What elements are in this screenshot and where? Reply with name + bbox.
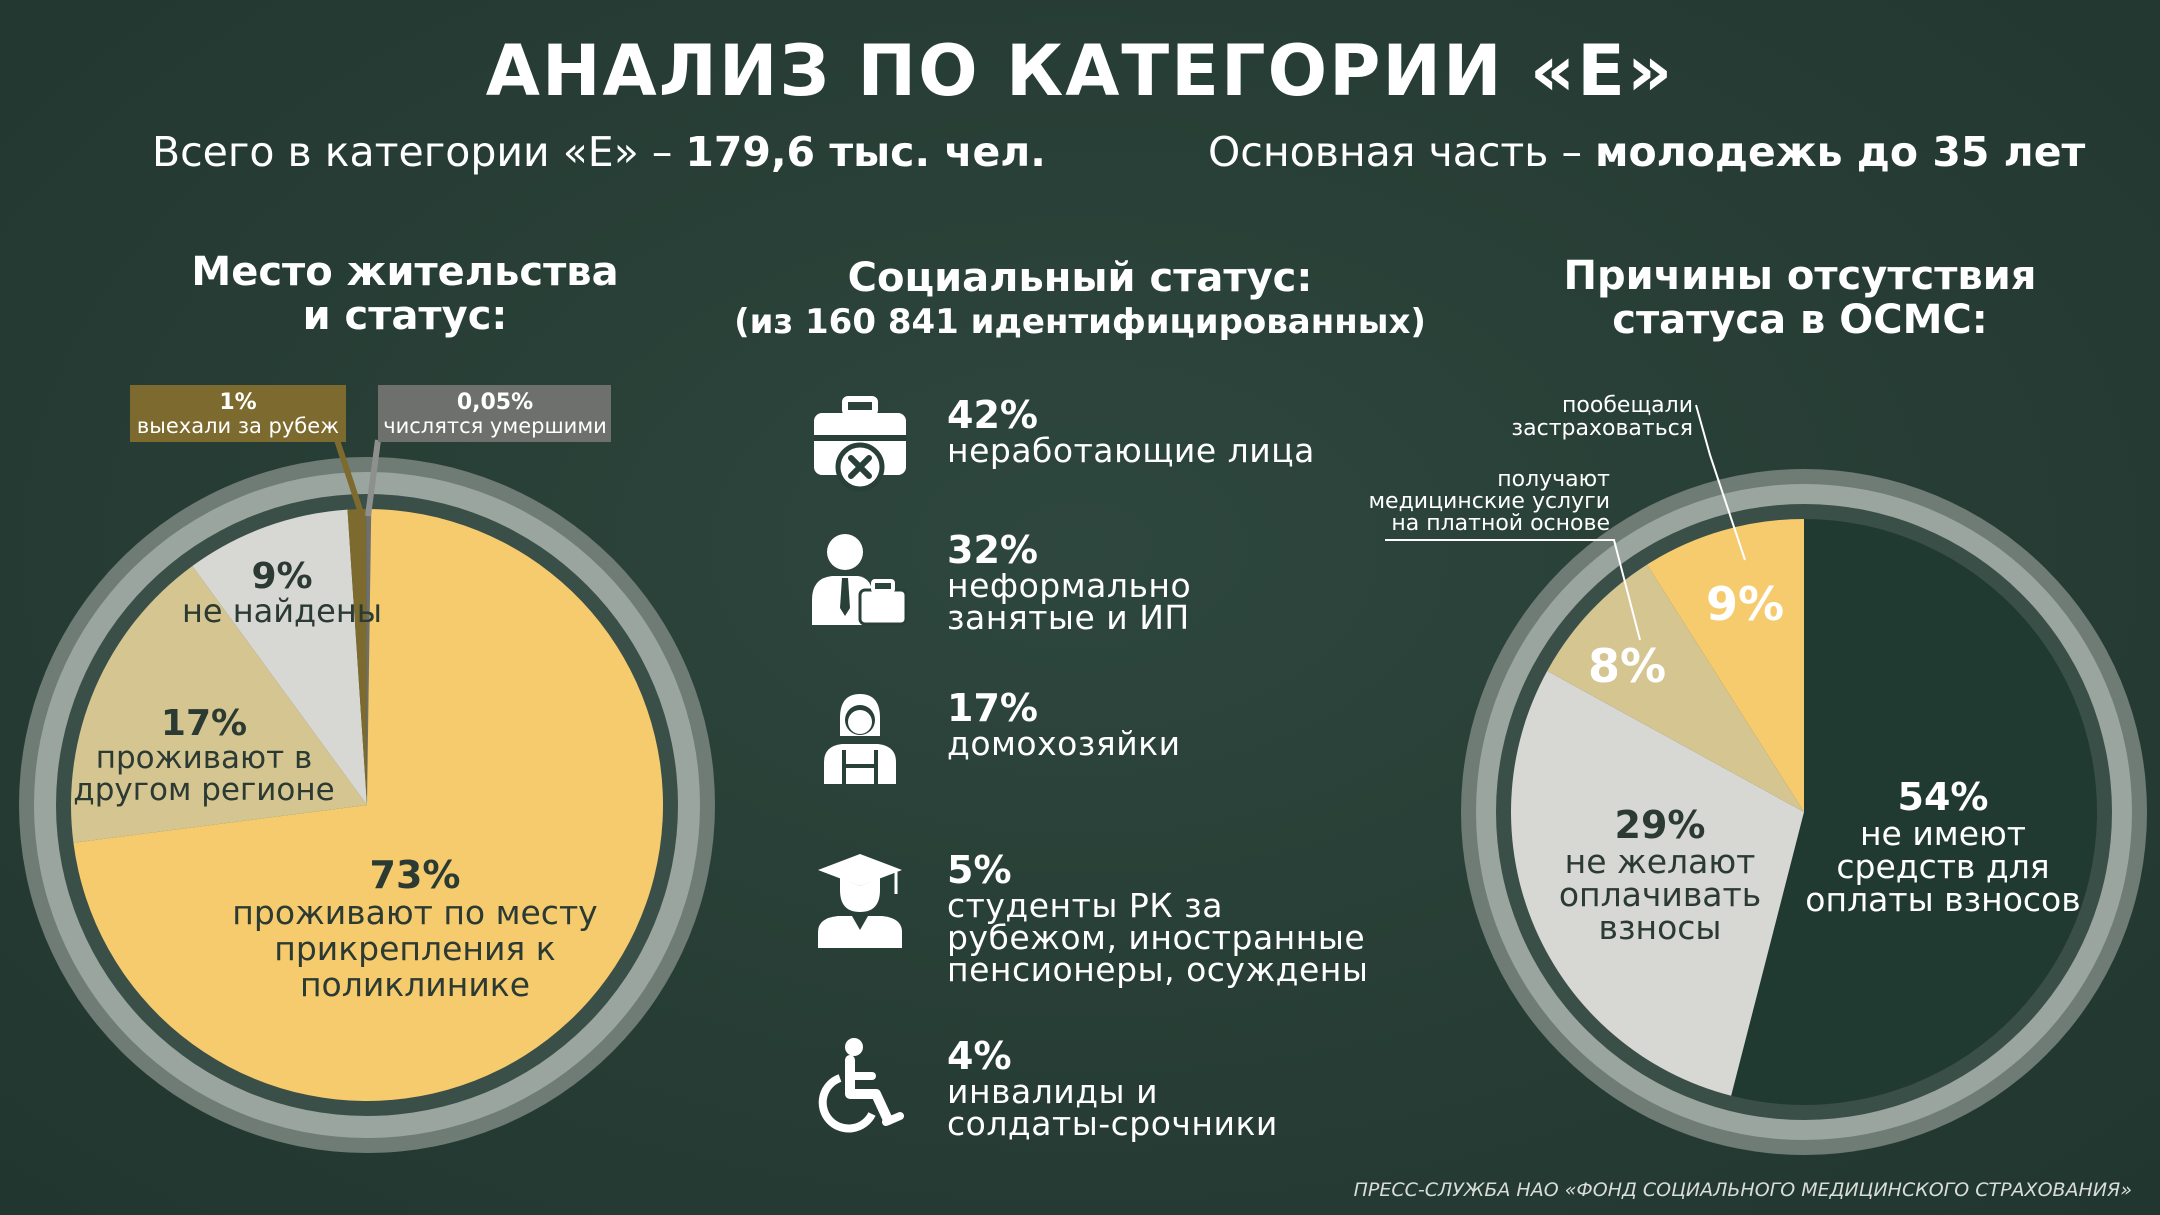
residence-pie <box>70 508 664 1101</box>
summary-total: Всего в категории «Е» – 179,6 тыс. чел. <box>152 128 1046 176</box>
callout-promised-line1: пообещали <box>1562 393 1693 418</box>
callout-line-promised <box>1695 404 1746 561</box>
residence-label-attached-pct: 73% <box>370 853 461 897</box>
reasons-slice-3 <box>1647 519 1804 812</box>
callout-abroad-text: выехали за рубеж <box>137 414 339 438</box>
residence-label-attached-line2: прикрепления к <box>274 929 555 968</box>
callout-paid-line3: на платной основе <box>1391 511 1610 536</box>
reasons-pie <box>1511 519 2098 1105</box>
status-pct: 32% <box>947 528 1038 572</box>
summary-main-prefix: Основная часть – <box>1208 128 1595 176</box>
callout-box-abroad <box>130 385 346 442</box>
residence-label-other-line1: проживают в <box>96 740 313 776</box>
residence-label-attached-line1: проживают по месту <box>232 893 597 932</box>
summary-main-part: Основная часть – молодежь до 35 лет <box>1208 128 2085 176</box>
status-pct: 42% <box>947 393 1038 437</box>
status-label: студенты РК за рубежом, иностранные пенс… <box>947 886 1369 989</box>
residence-slice-4 <box>366 508 372 805</box>
reasons-slice-2 <box>1547 564 1804 812</box>
residence-section-title: Место жительства и статус: <box>191 249 619 339</box>
briefcase-x-icon <box>814 396 906 492</box>
reasons-label-nomeans-line1: не имеют <box>1860 814 2026 853</box>
wheelchair-icon <box>818 1038 904 1133</box>
person-briefcase-icon <box>812 534 908 626</box>
summary-total-prefix: Всего в категории «Е» – <box>152 128 686 176</box>
summary-main-value: молодежь до 35 лет <box>1595 128 2086 176</box>
housewife-icon <box>824 694 896 784</box>
reasons-label-promised-pct: 9% <box>1706 577 1784 631</box>
reasons-label-unwilling-line2: оплачивать <box>1559 875 1761 914</box>
graduate-icon <box>818 854 902 948</box>
callout-line-deceased <box>365 439 381 517</box>
callout-abroad-pct: 1% <box>219 390 256 415</box>
residence-slice-0 <box>73 509 664 1101</box>
residence-slice-3 <box>347 509 367 805</box>
callout-paid-line2: медицинские услуги <box>1368 489 1610 514</box>
reasons-section-title: Причины отсутствия статуса в ОСМС: <box>1563 253 2037 343</box>
callout-line-paid <box>1385 539 1641 641</box>
callout-paid-line1: получают <box>1497 467 1610 492</box>
reasons-slice-1 <box>1511 670 1804 1096</box>
callout-deceased-text: числятся умершими <box>383 414 607 438</box>
callout-line-abroad <box>334 439 365 517</box>
status-label: неработающие лица <box>947 431 1315 470</box>
residence-slice-1 <box>70 566 367 843</box>
status-pct: 17% <box>947 686 1038 730</box>
footer-credit: ПРЕСС-СЛУЖБА НАО «ФОНД СОЦИАЛЬНОГО МЕДИЦ… <box>1353 1179 2132 1201</box>
reasons-label-unwilling-pct: 29% <box>1615 803 1706 847</box>
status-label: домохозяйки <box>947 724 1181 763</box>
reasons-label-nomeans-line3: оплаты взносов <box>1805 880 2080 919</box>
residence-label-attached-line3: поликлинике <box>300 965 530 1004</box>
residence-label-notfound-text: не найдены <box>182 592 382 630</box>
residence-slice-2 <box>192 509 367 805</box>
residence-label-other-pct: 17% <box>161 703 247 744</box>
social-section-title: Социальный статус: <box>847 255 1313 301</box>
reasons-label-nomeans-line2: средств для <box>1836 847 2049 886</box>
callout-deceased-pct: 0,05% <box>457 390 533 415</box>
callout-box-deceased <box>378 385 611 442</box>
social-section-subtitle: (из 160 841 идентифицированных) <box>734 302 1426 342</box>
status-label: неформально занятые и ИП <box>947 566 1192 637</box>
status-label: инвалиды и солдаты-срочники <box>947 1072 1278 1143</box>
reasons-label-unwilling-line3: взносы <box>1599 908 1722 947</box>
reasons-slice-0 <box>1731 519 2098 1105</box>
reasons-label-unwilling-line1: не желают <box>1565 842 1756 881</box>
residence-label-notfound-pct: 9% <box>251 556 312 597</box>
residence-label-other-line2: другом регионе <box>73 772 334 808</box>
summary-total-value: 179,6 тыс. чел. <box>685 128 1046 176</box>
reasons-label-paid-pct: 8% <box>1588 639 1666 693</box>
status-pct: 5% <box>947 848 1012 892</box>
callout-promised-line2: застраховаться <box>1511 416 1693 441</box>
status-pct: 4% <box>947 1034 1012 1078</box>
page-title: АНАЛИЗ ПО КАТЕГОРИИ «Е» <box>485 30 1675 112</box>
reasons-label-nomeans-pct: 54% <box>1898 775 1989 819</box>
